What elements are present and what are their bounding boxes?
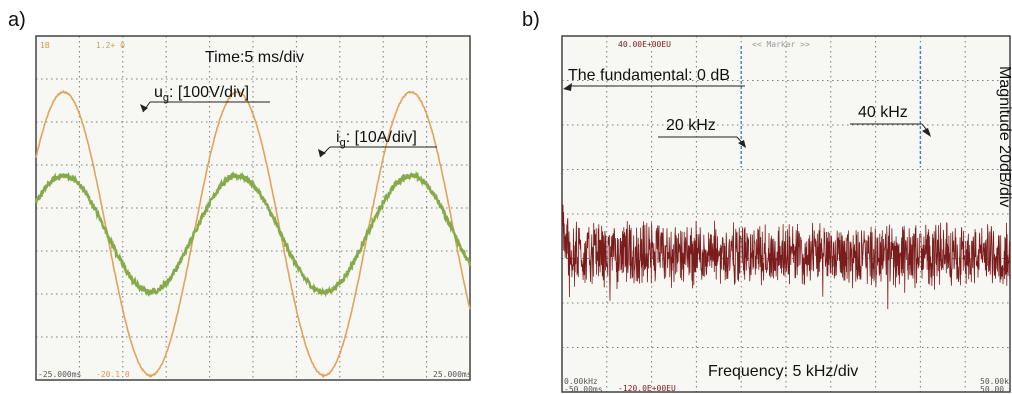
series-line-ig [34, 170, 472, 298]
scope-bottom-right-label: 25.000ms [433, 370, 472, 379]
scope-top-left-label: 1B [40, 41, 50, 50]
annotation-ig-main: i [336, 129, 340, 146]
annotation-20khz-text: 20 kHz [666, 117, 716, 134]
scope-bottom-center-label: -20.1 0 [96, 370, 130, 379]
annotation-40khz: 40 kHz [850, 104, 931, 137]
spectrum-bottom-right-label-2: 50.00 [980, 385, 1004, 394]
scope-frame [35, 35, 471, 381]
annotation-fundamental: The fundamental: 0 dB [563, 67, 745, 91]
spectrum-bottom-left-label-2: -50.00ms [564, 385, 603, 394]
spectrum-screen [562, 36, 1010, 392]
spectrum-top-left-label: 40.00E+00EU [618, 40, 671, 49]
annotation-fundamental-text: The fundamental: 0 dB [568, 67, 730, 84]
scope-bottom-left-label: -25.000ms [38, 370, 82, 379]
annotation-40khz-text: 40 kHz [858, 104, 908, 121]
annotation-20khz: 20 kHz [658, 117, 746, 148]
series-line-spectrum [561, 200, 1011, 310]
annotation-ig-text: ig: [10A/div] [336, 129, 417, 149]
panel-a-label: a) [8, 9, 26, 31]
scope-screen [36, 36, 470, 380]
annotation-40khz-arrowhead [922, 128, 931, 137]
annotation-ig-sub: g [340, 137, 346, 149]
panel-b-label: b) [522, 9, 540, 31]
annotation-fundamental-arrowhead [563, 83, 572, 91]
spectrum-bottom-right-label-1: 50.00k [980, 377, 1009, 386]
x-axis-label-frequency: Frequency: 5 kHz/div [708, 363, 858, 380]
spectrum-bottom-left-label-1: 0.00kHz [564, 377, 598, 386]
y-axis-label-magnitude: Magnitude 20dB/div [996, 66, 1012, 207]
annotation-20khz-arrowhead [738, 140, 746, 148]
spectrum-panel: 40.00E+00EU << Marker >> 0.00kHz -50.00m… [561, 35, 1012, 394]
spectrum-frame [561, 35, 1011, 393]
oscilloscope-panel: 1B 1.2+ 0 -25.000ms -20.1 0 25.000ms Tim… [34, 35, 472, 381]
chart-title-time-div: Time:5 ms/div [205, 49, 304, 66]
annotation-ug-arrowhead [140, 104, 148, 112]
annotation-ig-arrowhead [318, 149, 326, 157]
annotation-ig-rest: : [10A/div] [346, 129, 417, 146]
annotation-ug-rest: : [100V/div] [169, 84, 249, 101]
annotation-ug-text: ug: [100V/div] [154, 84, 249, 104]
spectrum-bottom-center-label: -120.0E+00EU [618, 384, 676, 393]
annotation-ig: ig: [10A/div] [318, 129, 437, 158]
annotation-ug: ug: [100V/div] [140, 84, 270, 113]
scope-top-center-label: 1.2+ 0 [96, 41, 125, 50]
spectrum-top-center-label: << Marker >> [752, 40, 810, 49]
annotation-ug-sub: g [163, 92, 169, 104]
frequency-markers [740, 46, 922, 168]
annotation-ug-main: u [154, 84, 163, 101]
